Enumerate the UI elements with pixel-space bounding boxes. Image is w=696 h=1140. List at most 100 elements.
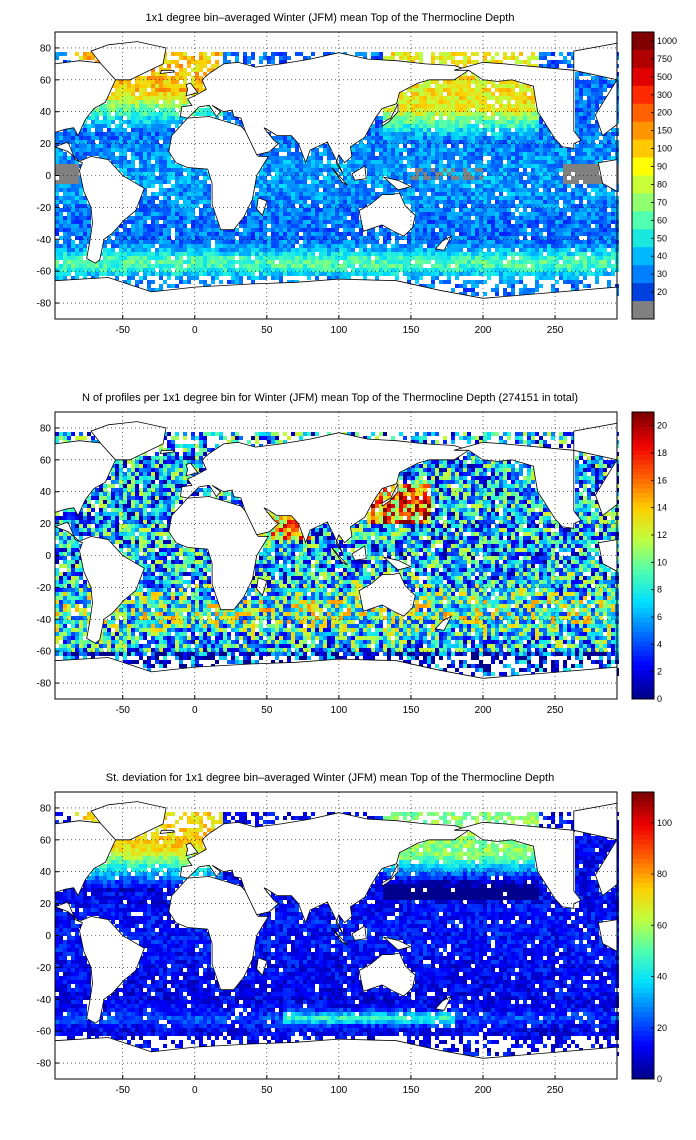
heatmap-cell (527, 124, 531, 128)
heatmap-cell (371, 148, 375, 152)
heatmap-cell (335, 188, 339, 192)
heatmap-cell (447, 248, 451, 252)
heatmap-cell (443, 184, 447, 188)
heatmap-cell (491, 172, 495, 176)
heatmap-cell (135, 100, 139, 104)
heatmap-cell (159, 132, 163, 136)
heatmap-cell (579, 184, 583, 188)
heatmap-cell (415, 252, 419, 256)
heatmap-cell (507, 56, 511, 60)
heatmap-cell (367, 156, 371, 160)
heatmap-cell (471, 236, 475, 240)
heatmap-cell (495, 144, 499, 148)
heatmap-cell (191, 212, 195, 216)
heatmap-cell (487, 168, 491, 172)
heatmap-cell (503, 56, 507, 60)
heatmap-cell (219, 280, 223, 284)
heatmap-cell (331, 228, 335, 232)
heatmap-cell (319, 212, 323, 216)
heatmap-cell (179, 116, 183, 120)
heatmap-cell (71, 160, 75, 164)
heatmap-cell (63, 208, 67, 212)
heatmap-cell (535, 272, 539, 276)
heatmap-cell (347, 256, 351, 260)
heatmap-cell (579, 172, 583, 176)
heatmap-cell (175, 272, 179, 276)
heatmap-cell (455, 252, 459, 256)
heatmap-cell (291, 200, 295, 204)
heatmap-cell (523, 92, 527, 96)
heatmap-cell (507, 252, 511, 256)
heatmap-cell (351, 268, 355, 272)
heatmap-cell (503, 176, 507, 180)
heatmap-cell (387, 128, 391, 132)
heatmap-cell (395, 128, 399, 132)
heatmap-cell (467, 184, 471, 188)
heatmap-cell (147, 272, 151, 276)
heatmap-cell (471, 272, 475, 276)
heatmap-cell (535, 192, 539, 196)
heatmap-cell (279, 276, 283, 280)
heatmap-cell (495, 268, 499, 272)
heatmap-cell (327, 232, 331, 236)
heatmap-cell (119, 84, 123, 88)
heatmap-cell (263, 260, 267, 264)
heatmap-cell (503, 220, 507, 224)
heatmap-cell (587, 80, 591, 84)
heatmap-cell (347, 192, 351, 196)
heatmap-cell (391, 124, 395, 128)
heatmap-cell (171, 92, 175, 96)
heatmap-cell (223, 112, 227, 116)
heatmap-cell (495, 252, 499, 256)
heatmap-cell (535, 284, 539, 288)
heatmap-cell (387, 156, 391, 160)
heatmap-cell (539, 116, 543, 120)
heatmap-cell (71, 252, 75, 256)
heatmap-cell (499, 160, 503, 164)
heatmap-cell (315, 268, 319, 272)
heatmap-cell (367, 180, 371, 184)
heatmap-cell (431, 212, 435, 216)
heatmap-cell (287, 280, 291, 284)
heatmap-cell (139, 104, 143, 108)
heatmap-cell (315, 208, 319, 212)
heatmap-cell (519, 244, 523, 248)
heatmap-cell (547, 224, 551, 228)
heatmap-cell (555, 188, 559, 192)
heatmap-cell (107, 140, 111, 144)
heatmap-cell (467, 100, 471, 104)
heatmap-cell (79, 132, 83, 136)
heatmap-cell (551, 264, 555, 268)
heatmap-cell (447, 200, 451, 204)
heatmap-cell (543, 256, 547, 260)
heatmap-cell (535, 248, 539, 252)
heatmap-cell (251, 200, 255, 204)
heatmap-cell (483, 112, 487, 116)
heatmap-cell (367, 140, 371, 144)
heatmap-cell (443, 152, 447, 156)
heatmap-cell (435, 128, 439, 132)
heatmap-cell (375, 148, 379, 152)
heatmap-cell (563, 168, 567, 172)
heatmap-cell (159, 64, 163, 68)
heatmap-cell (67, 236, 71, 240)
heatmap-cell (511, 232, 515, 236)
heatmap-cell (551, 276, 555, 280)
heatmap-cell (107, 128, 111, 132)
heatmap-cell (491, 256, 495, 260)
heatmap-cell (315, 184, 319, 188)
heatmap-cell (495, 132, 499, 136)
heatmap-cell (107, 148, 111, 152)
heatmap-cell (159, 248, 163, 252)
heatmap-cell (251, 52, 255, 56)
heatmap-cell (435, 160, 439, 164)
heatmap-cell (103, 124, 107, 128)
heatmap-cell (515, 116, 519, 120)
heatmap-cell (535, 172, 539, 176)
heatmap-cell (167, 232, 171, 236)
heatmap-cell (503, 88, 507, 92)
heatmap-cell (511, 116, 515, 120)
heatmap-cell (363, 152, 367, 156)
heatmap-cell (223, 232, 227, 236)
heatmap-cell (423, 164, 427, 168)
